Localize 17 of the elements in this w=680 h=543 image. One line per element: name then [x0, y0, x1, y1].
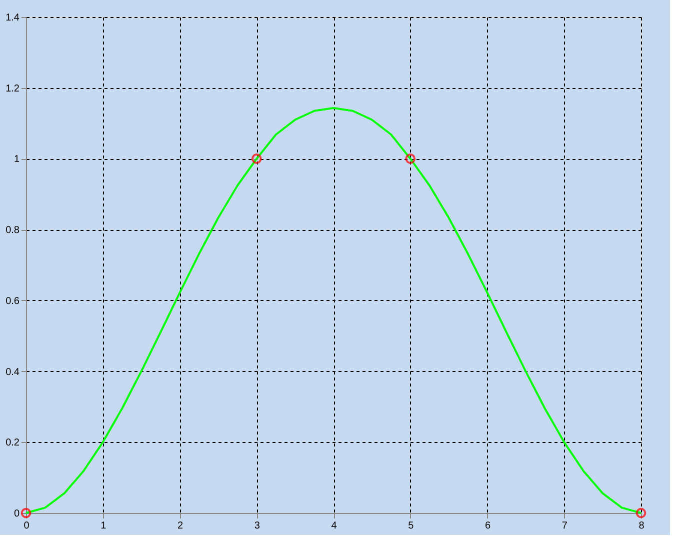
y-tick-label: 0.8: [6, 225, 20, 236]
x-tick-label: 5: [408, 520, 414, 532]
x-tick-label: 4: [331, 520, 338, 532]
x-tick-label: 1: [100, 520, 107, 532]
x-tick-label: 8: [638, 520, 645, 532]
x-tick-label: 6: [484, 520, 491, 532]
y-tick-label: 0.6: [6, 296, 20, 307]
x-tick-label: 2: [177, 520, 184, 532]
x-tick-label: 0: [24, 520, 30, 532]
y-tick-label: 1: [14, 154, 20, 166]
x-tick-label: 3: [254, 520, 260, 532]
y-tick-label: 1.4: [6, 12, 20, 24]
x-tick-label: 7: [562, 520, 568, 532]
y-tick-label: 0: [14, 508, 20, 520]
y-tick-label: 0.2: [6, 438, 20, 449]
y-tick-label: 0.4: [6, 366, 20, 378]
y-tick-label: 1.2: [6, 83, 20, 94]
